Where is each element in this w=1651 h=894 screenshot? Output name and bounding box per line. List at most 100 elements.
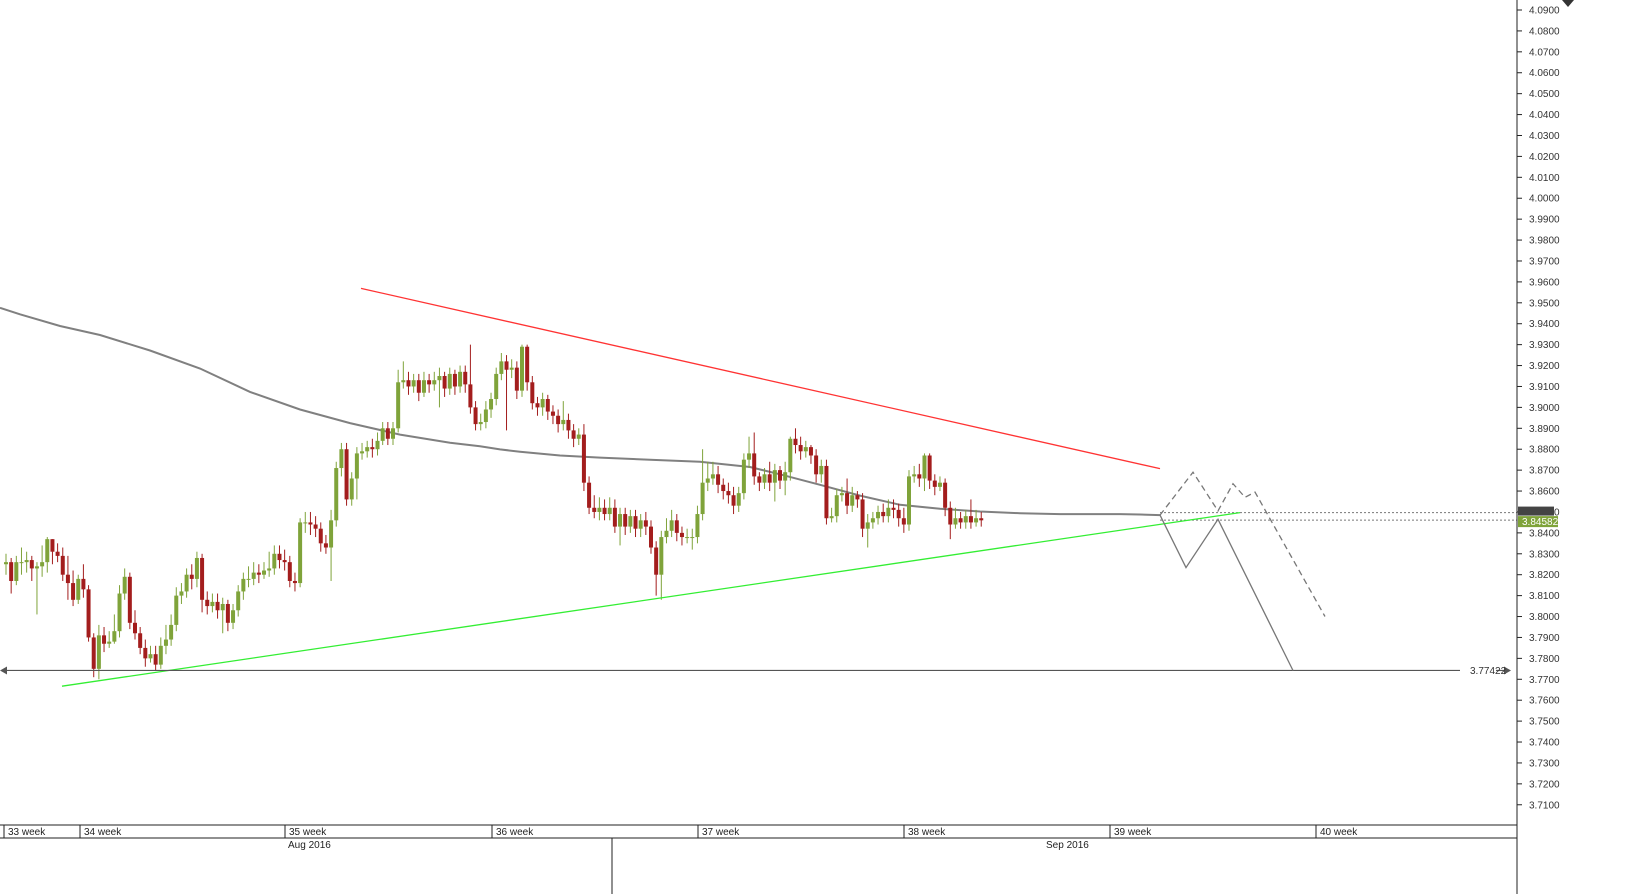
candle-body (50, 539, 55, 552)
candle (158, 637, 163, 669)
price-tick-label: 3.8300 (1529, 549, 1560, 560)
chevron-down-icon[interactable] (1562, 0, 1574, 7)
candle-body (421, 380, 426, 393)
candle-body (478, 422, 483, 425)
candle-body (427, 380, 432, 385)
candle (370, 438, 375, 458)
candle (855, 491, 860, 508)
candle-body (354, 453, 359, 479)
candle-body (649, 526, 653, 548)
candle (649, 520, 653, 554)
candle-body (96, 635, 101, 669)
candle (829, 507, 834, 523)
candle (241, 572, 246, 600)
week-label: 39 week (1114, 827, 1152, 838)
price-tick-label: 3.7300 (1529, 758, 1560, 769)
candle (752, 432, 757, 485)
candle-body (138, 633, 143, 648)
candle-body (907, 476, 911, 525)
candle-body (267, 568, 272, 571)
price-tick-label: 3.9400 (1529, 319, 1560, 330)
candle-body (659, 537, 664, 575)
candle-body (839, 493, 844, 496)
candle-body (896, 509, 901, 519)
candle-body (535, 403, 540, 408)
candle (4, 553, 8, 575)
candle-body (953, 518, 958, 525)
candle (741, 453, 746, 500)
candle-body (241, 578, 246, 592)
candle (566, 413, 571, 439)
candle-body (447, 373, 452, 389)
candle (323, 534, 328, 554)
candle-body (9, 562, 14, 581)
candle-body (236, 591, 241, 611)
price-tick-label: 3.7600 (1529, 696, 1560, 707)
candle-body (607, 507, 612, 515)
candle-body (504, 361, 509, 370)
candle (339, 442, 344, 477)
candle-body (256, 572, 261, 575)
price-tick-label: 3.7500 (1529, 717, 1560, 728)
candle-body (76, 578, 81, 600)
candle-body (912, 474, 917, 477)
candle (365, 440, 370, 458)
candle-body (360, 451, 365, 454)
candle-body (881, 511, 886, 517)
candle-body (153, 654, 158, 665)
candle (571, 424, 576, 448)
candle-body (767, 474, 772, 483)
candle (143, 639, 148, 667)
candle (60, 547, 65, 581)
candle (256, 564, 261, 584)
candle (138, 626, 143, 655)
candle (107, 631, 112, 648)
candle-body (14, 562, 19, 581)
price-badges: 3.84582 (1518, 506, 1559, 528)
candle-body (576, 434, 581, 439)
candle-body (540, 399, 545, 408)
price-tick-label: 3.9100 (1529, 382, 1560, 393)
price-tick-label: 3.7400 (1529, 738, 1560, 749)
candle-body (674, 520, 679, 533)
candle (225, 599, 230, 632)
price-axis[interactable]: 4.0900 4.0800 4.0700 4.0600 4.0500 4.0400 4.03… (1516, 0, 1560, 894)
candle-body (179, 591, 184, 596)
candle (881, 503, 886, 523)
candle (411, 373, 416, 393)
candle-body (514, 367, 519, 391)
candle (607, 497, 612, 521)
candle-body (463, 371, 468, 385)
candle-body (272, 553, 277, 569)
candle (163, 624, 168, 655)
candle-body (623, 514, 628, 527)
candle (865, 514, 870, 548)
candle-body (664, 530, 669, 538)
candle (133, 610, 137, 640)
candle (231, 603, 236, 630)
candle-body (566, 419, 571, 431)
price-tick-label: 4.0200 (1529, 152, 1560, 163)
candle-body (385, 428, 390, 439)
candle-body (814, 455, 819, 475)
price-tick-label: 4.0500 (1529, 89, 1560, 100)
candle (974, 509, 979, 527)
week-label: 33 week (8, 827, 46, 838)
support-trendline[interactable] (61, 511, 1241, 687)
candle (963, 509, 968, 529)
candle-body (40, 562, 45, 567)
candle (705, 461, 710, 492)
candle-body (638, 520, 643, 529)
price-tick-label: 4.0300 (1529, 131, 1560, 142)
candle (943, 478, 948, 517)
resistance-trendline[interactable] (360, 287, 1161, 470)
candle (437, 367, 442, 408)
candle-body (803, 447, 808, 452)
candle (891, 499, 896, 519)
candle-body (194, 557, 199, 579)
time-axis[interactable]: 33 week 34 week 35 week 36 week 37 week 38 we… (0, 824, 1517, 894)
candle-body (762, 474, 767, 483)
candle (112, 614, 117, 644)
candle (896, 503, 901, 527)
